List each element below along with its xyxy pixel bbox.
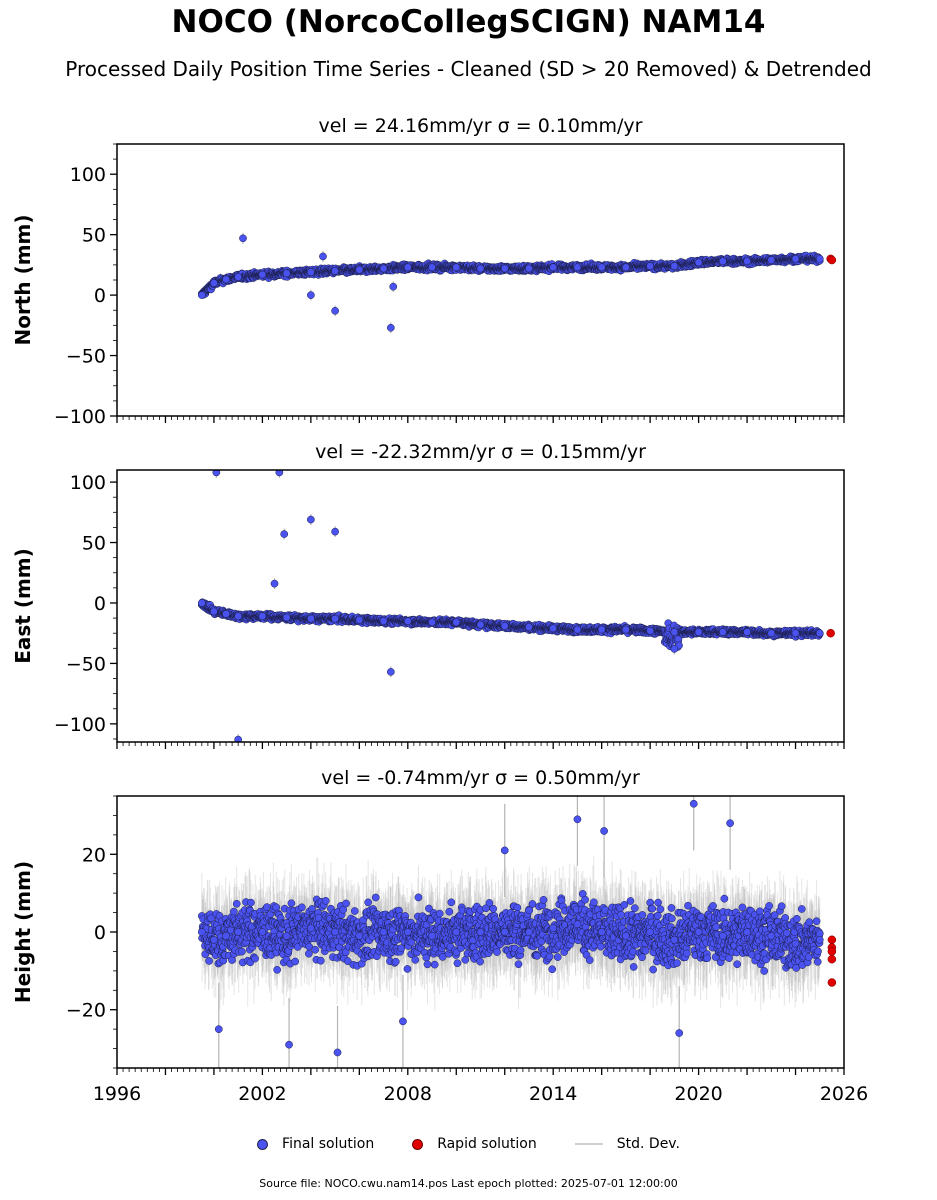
data-point [210, 279, 218, 287]
outlier-point [319, 252, 327, 261]
data-point [476, 264, 485, 273]
data-point [597, 263, 606, 272]
data-point [694, 258, 703, 267]
data-point [815, 254, 824, 263]
data-point [307, 268, 315, 276]
data-point [767, 256, 776, 264]
data-point [331, 267, 339, 275]
outlier-point [331, 306, 339, 315]
data-point [743, 257, 751, 266]
page-subtitle: Processed Daily Position Time Series - C… [65, 57, 872, 81]
data-point [355, 265, 364, 274]
data-point [622, 263, 630, 272]
data-point [646, 262, 654, 270]
outlier-point [389, 282, 398, 291]
y-tick-label: 0 [94, 285, 106, 307]
y-tick-label: −100 [54, 406, 106, 428]
outlier-point [307, 291, 315, 299]
data-point [500, 264, 509, 273]
y-tick-label: 50 [82, 225, 106, 247]
plot-area-2 [197, 470, 835, 742]
panel-1: −100 −50 0 50 100 vel = 24.16mm/yr σ = 0.10mm… [11, 115, 845, 428]
data-point [234, 273, 243, 281]
panel-title: vel = 24.16mm/yr σ = 0.10mm/yr [319, 115, 643, 137]
data-point [197, 291, 206, 299]
data-point [718, 257, 727, 266]
data-point [428, 263, 436, 272]
outlier-point [386, 323, 395, 332]
outlier-point [239, 234, 247, 243]
y-tick-label: 100 [70, 164, 106, 186]
data-point [791, 254, 800, 263]
data-point [403, 263, 412, 272]
y-axis-label: North (mm) [11, 214, 35, 345]
page-title: NOCO (NorcoCollegSCIGN) NAM14 [171, 4, 766, 40]
data-point [379, 264, 388, 273]
data-point [452, 263, 461, 272]
data-point [670, 262, 679, 270]
data-point [222, 275, 230, 284]
data-point [525, 264, 533, 273]
data-point [258, 270, 267, 279]
plot-area-1 [197, 232, 837, 334]
data-point [549, 263, 558, 272]
data-point [573, 263, 582, 272]
rapid-point [827, 255, 837, 265]
y-tick-label: −50 [66, 346, 106, 368]
data-point [282, 269, 291, 278]
